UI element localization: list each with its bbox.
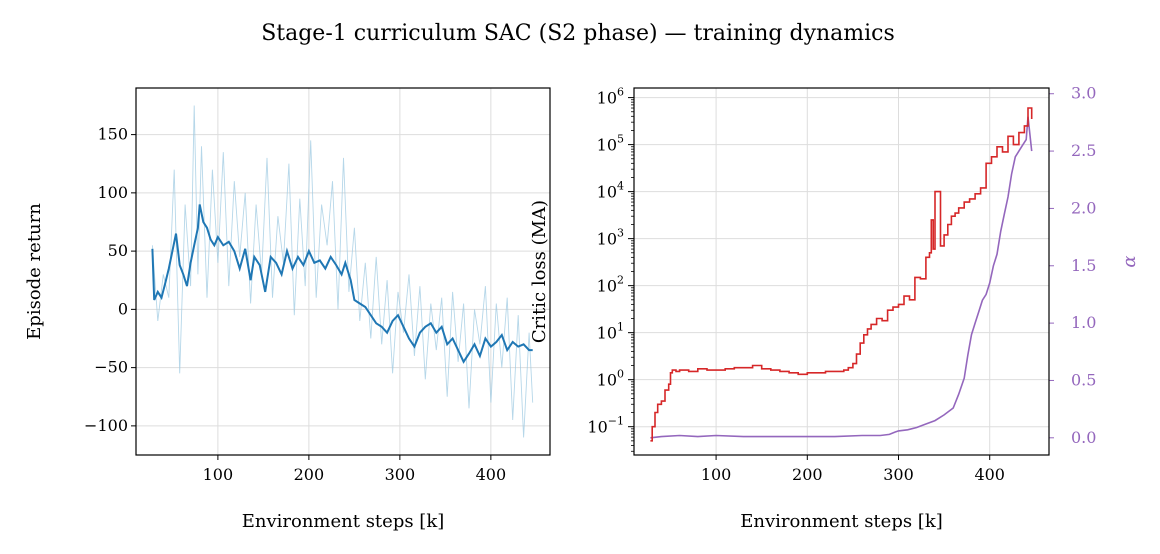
- x-axis-label: Environment steps [k]: [740, 511, 943, 532]
- tick-label-y: 0: [118, 299, 128, 318]
- tick-label-y2: 1.5: [1071, 256, 1096, 275]
- figure-title: Stage-1 curriculum SAC (S2 phase) — trai…: [261, 21, 895, 46]
- tick-label-x: 200: [294, 465, 325, 484]
- tick-label-x: 300: [883, 465, 914, 484]
- tick-label-x: 400: [476, 465, 507, 484]
- tick-label-x: 100: [701, 465, 732, 484]
- plot-frame: [135, 87, 551, 456]
- tick-label-y2: 2.5: [1071, 141, 1096, 160]
- tick-label-y: −50: [94, 358, 128, 377]
- series-alpha: [650, 116, 1033, 439]
- tick-label-y2: 0.5: [1071, 370, 1096, 389]
- tick-label-y: 100: [97, 183, 128, 202]
- tick-label-x: 100: [203, 465, 234, 484]
- y-axis-label: Episode return: [24, 203, 45, 340]
- series-critic-loss: [650, 107, 1033, 442]
- tick-label-y: 106: [597, 86, 624, 108]
- tick-label-y: −100: [84, 416, 128, 435]
- x-axis-label: Environment steps [k]: [242, 511, 445, 532]
- tick-label-y2: 1.0: [1071, 313, 1096, 332]
- tick-label-y: 102: [597, 274, 624, 296]
- tick-label-y: 104: [597, 180, 624, 202]
- tick-label-y: 103: [597, 227, 624, 249]
- return-chart: 100 200 300 400 −100 −50 0 50 100 150 Environment …: [24, 87, 551, 532]
- tick-label-y: 150: [97, 125, 128, 144]
- tick-label-y: 10−1: [587, 415, 624, 437]
- tick-label-x: 200: [792, 465, 823, 484]
- series-raw-return: [151, 105, 534, 438]
- y-axis-label: Critic loss (MA): [529, 200, 550, 343]
- critic-loss-chart: 100 200 300 400 10−1 100 101 102 103 104 105 106 0.0…: [529, 84, 1140, 532]
- tick-label-y: 50: [108, 241, 128, 260]
- tick-label-y2: 3.0: [1071, 84, 1096, 103]
- plot-frame: [633, 87, 1050, 456]
- tick-label-y: 100: [597, 368, 624, 390]
- tick-label-x: 400: [974, 465, 1005, 484]
- y2-axis-label: α: [1119, 255, 1140, 267]
- tick-label-y2: 2.0: [1071, 198, 1096, 217]
- series-smoothed-return: [151, 204, 533, 364]
- tick-label-x: 300: [385, 465, 416, 484]
- tick-label-y: 105: [597, 133, 624, 155]
- tick-label-y2: 0.0: [1071, 428, 1096, 447]
- tick-label-y: 101: [597, 321, 624, 343]
